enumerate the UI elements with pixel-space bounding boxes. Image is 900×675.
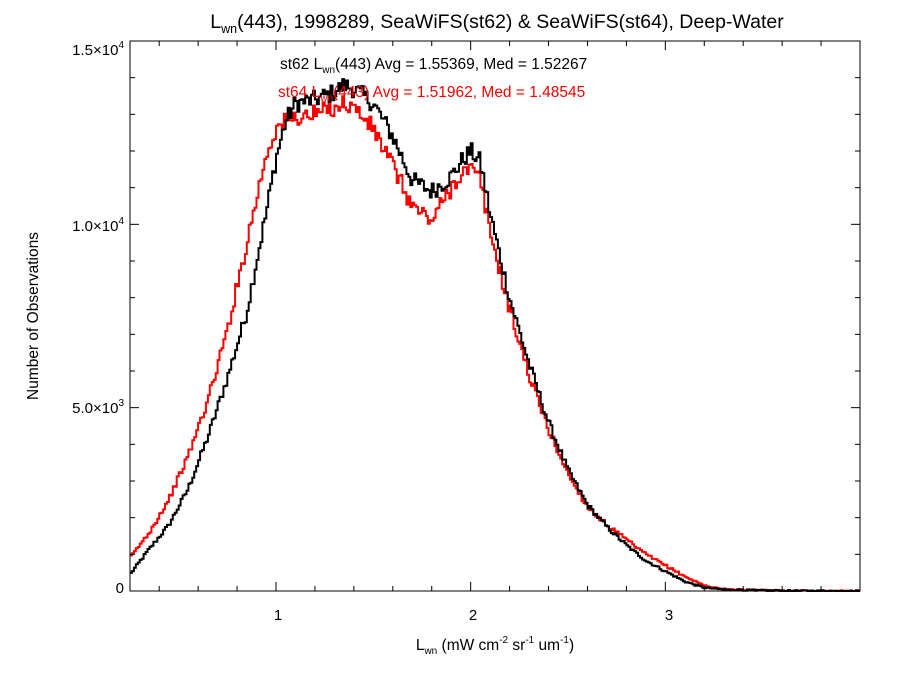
y-tick-label-0: 0 bbox=[116, 580, 124, 597]
chart-title: Lwn(443), 1998289, SeaWiFS(st62) & SeaWi… bbox=[210, 11, 784, 36]
x-tick-label-2: 2 bbox=[469, 607, 477, 624]
y-tick-label-15000: 1.5×104 bbox=[72, 40, 124, 59]
x-tick-label-3: 3 bbox=[665, 607, 673, 624]
plot-frame bbox=[129, 40, 861, 592]
x-axis-label: Lwn (mW cm-2 sr-1 um-1) bbox=[416, 635, 574, 657]
y-axis-label: Number of Observations bbox=[25, 232, 42, 400]
tick-layer bbox=[130, 40, 861, 592]
y-tick-label-5000: 5.0×103 bbox=[72, 398, 124, 417]
series-layer bbox=[130, 78, 860, 592]
annotation-st64: st64 Lwn(443) Avg = 1.51962, Med = 1.485… bbox=[278, 84, 585, 104]
y-tick-label-10000: 1.0×104 bbox=[72, 216, 124, 235]
annotation-st62: st62 Lwn(443) Avg = 1.55369, Med = 1.522… bbox=[280, 56, 587, 76]
series-line-st62 bbox=[130, 78, 860, 592]
x-tick-label-1: 1 bbox=[274, 607, 282, 624]
